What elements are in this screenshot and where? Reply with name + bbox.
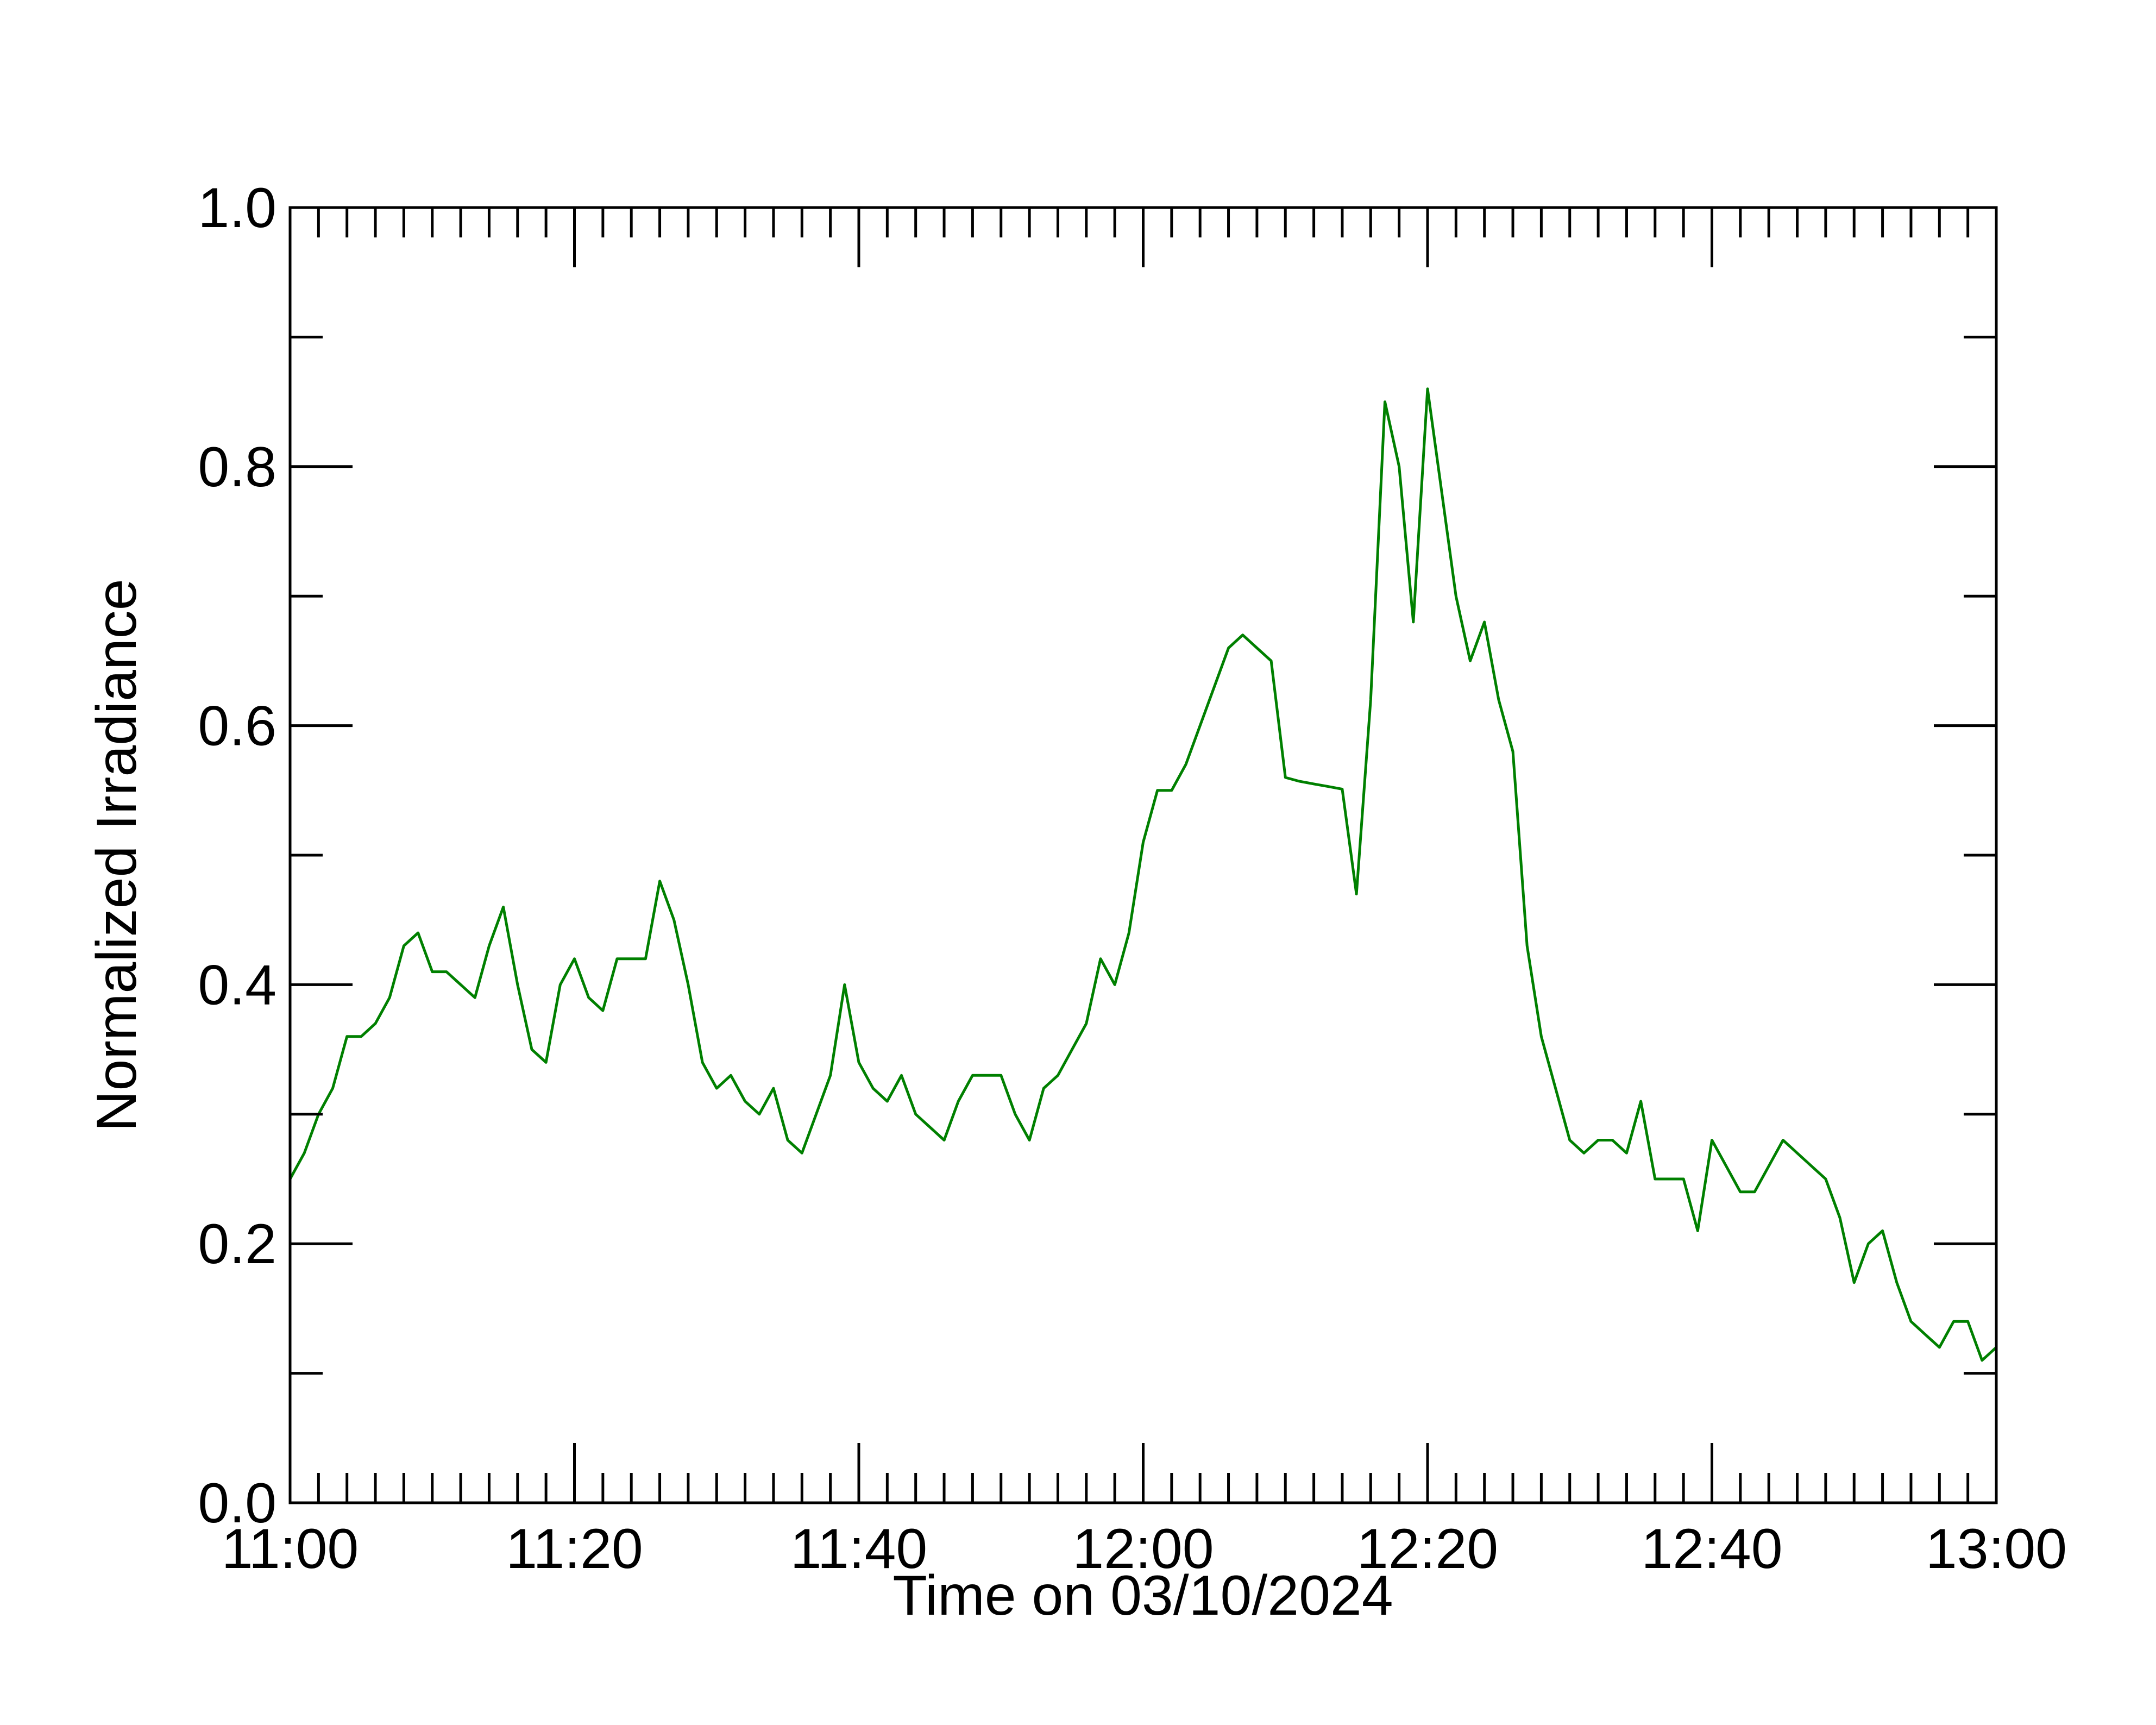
- x-tick-label: 11:00: [222, 1517, 359, 1580]
- y-tick-label: 0.6: [198, 695, 276, 758]
- y-tick-label: 0.0: [198, 1472, 276, 1535]
- x-tick-label: 11:40: [790, 1517, 928, 1580]
- x-tick-label: 11:20: [506, 1517, 643, 1580]
- data-line: [288, 387, 1997, 1362]
- y-axis-label: Normalized Irradiance: [85, 579, 148, 1131]
- y-tick-label: 0.8: [198, 436, 276, 499]
- y-tick-label: 1.0: [198, 177, 276, 240]
- x-tick-label: 12:00: [1072, 1517, 1214, 1580]
- x-tick-label: 13:00: [1926, 1517, 2067, 1580]
- x-tick-label: 12:40: [1641, 1517, 1782, 1580]
- x-tick-label: 12:20: [1357, 1517, 1498, 1580]
- y-tick-label: 0.4: [198, 954, 276, 1017]
- plot-frame: [288, 206, 1998, 1504]
- x-axis-label: Time on 03/10/2024: [892, 1564, 1393, 1627]
- y-tick-label: 0.2: [198, 1213, 276, 1276]
